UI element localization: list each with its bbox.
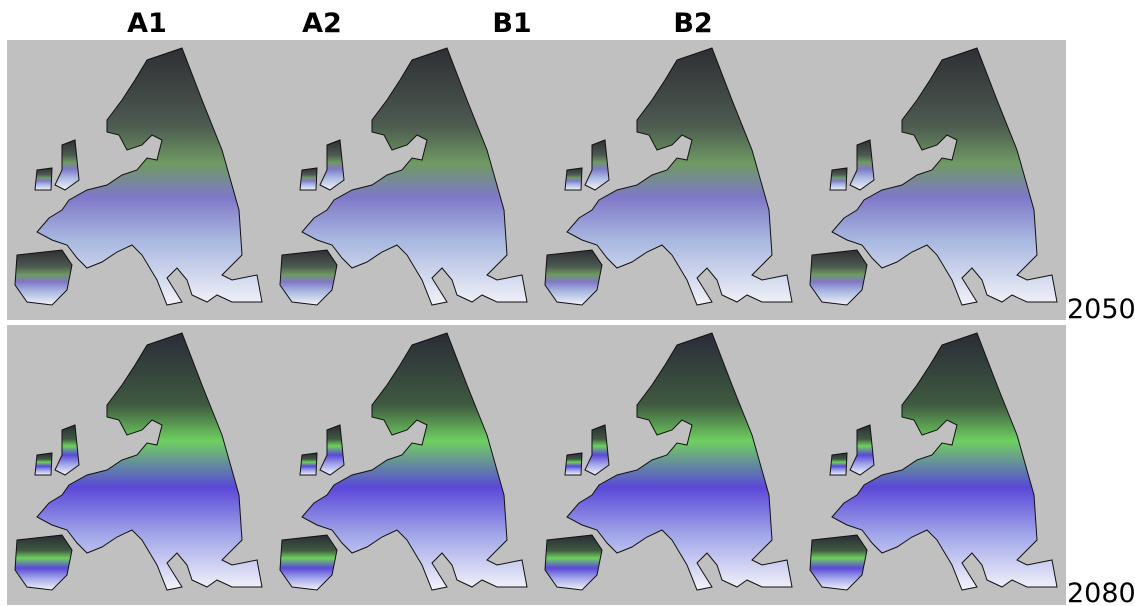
row-label: 2050 [1067,294,1135,325]
column-label: A1 [127,8,167,39]
figure: A1 A2 B1 B2 2050 2080 [0,0,1135,606]
row-label: 2080 [1067,578,1135,606]
column-label: B2 [673,8,712,39]
page: A1 A2 B1 B2 2050 2080 (() => { const dat… [0,0,1135,606]
column-label: B1 [492,8,531,39]
column-label: A2 [302,8,342,39]
